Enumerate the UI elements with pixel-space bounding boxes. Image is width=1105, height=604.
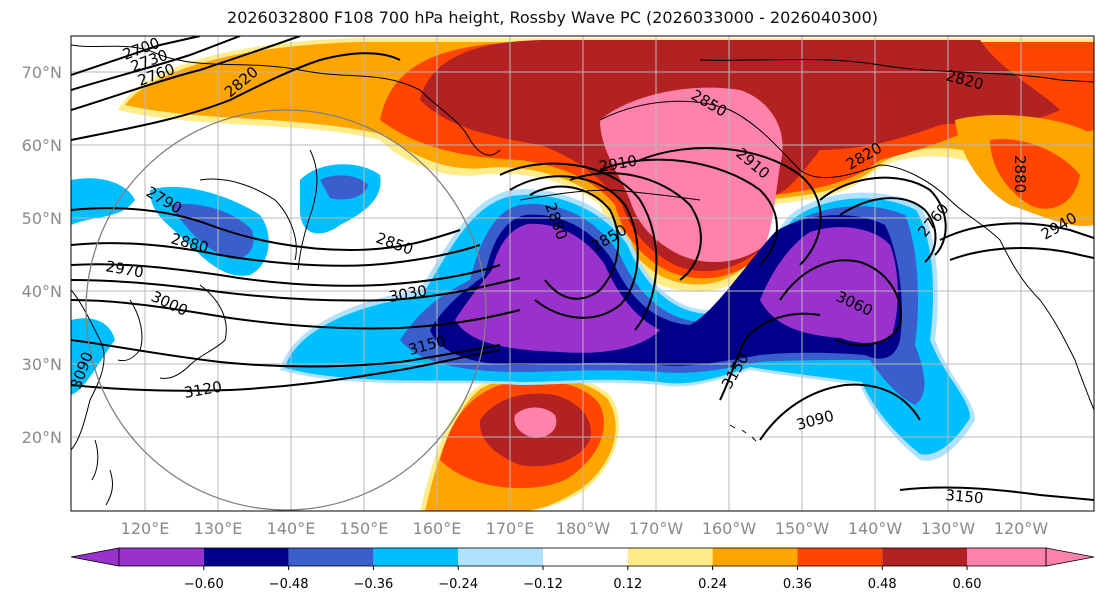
coastline-philippines bbox=[91, 439, 114, 506]
colorbar-segment bbox=[712, 548, 798, 566]
contour-line bbox=[819, 176, 947, 256]
contour-line bbox=[71, 36, 301, 111]
contour-line bbox=[719, 312, 821, 401]
colorbar-tick-label: 0.24 bbox=[698, 577, 727, 592]
coastline-kamchatka bbox=[297, 149, 318, 271]
contour-line bbox=[71, 299, 521, 330]
lon-tick-label: 140°E bbox=[267, 519, 316, 538]
colorbar-frame bbox=[118, 547, 1047, 567]
coastline-hawaii bbox=[729, 424, 757, 442]
lat-tick-label: 20°N bbox=[22, 428, 62, 447]
lat-tick-label: 50°N bbox=[22, 209, 62, 228]
anomaly-negative-japan-sky bbox=[71, 318, 115, 395]
lat-tick-label: 40°N bbox=[22, 282, 62, 301]
contour-line bbox=[71, 242, 481, 267]
anomaly-positive-east-orangered bbox=[990, 139, 1080, 209]
contour-line bbox=[639, 147, 822, 266]
contour-line bbox=[71, 52, 401, 141]
contour-line bbox=[509, 175, 639, 319]
map-frame bbox=[70, 35, 1095, 512]
lon-tick-label: 130°W bbox=[921, 519, 976, 538]
contour-line bbox=[899, 486, 1094, 501]
colorbar-tick-label: 0.48 bbox=[868, 577, 897, 592]
colorbar: −0.60 −0.48 −0.36 −0.24 −0.12 0.12 0.24 … bbox=[70, 547, 1095, 592]
anomaly-negative-kamchatka-royal bbox=[320, 175, 368, 200]
colorbar-tick-label: −0.48 bbox=[269, 577, 309, 592]
longitude-ticks: 120°E 130°E 140°E 150°E 160°E 170°E 180°… bbox=[121, 519, 1049, 538]
coastline-japan bbox=[159, 284, 227, 379]
lon-tick-label: 120°E bbox=[121, 519, 170, 538]
colorbar-segment bbox=[967, 548, 1046, 566]
contour-label: 3150 bbox=[945, 486, 985, 507]
coastline-siberia bbox=[71, 44, 501, 156]
lon-tick-label: 120°W bbox=[994, 519, 1049, 538]
coastline-arctic-north bbox=[699, 58, 1094, 83]
contour-line bbox=[71, 339, 501, 368]
lat-tick-label: 30°N bbox=[22, 355, 62, 374]
lon-tick-label: 170°E bbox=[486, 519, 535, 538]
colorbar-segment bbox=[458, 548, 543, 566]
colorbar-tick-label: −0.24 bbox=[438, 577, 478, 592]
lon-tick-label: 160°W bbox=[702, 519, 757, 538]
contour-line bbox=[529, 185, 620, 300]
contour-line bbox=[759, 383, 921, 441]
lon-tick-label: 150°W bbox=[775, 519, 830, 538]
coastline-alaska bbox=[599, 100, 1001, 241]
map-title: 2026032800 F108 700 hPa height, Rossby W… bbox=[227, 8, 878, 27]
coastline-okhotsk bbox=[199, 178, 297, 261]
contour-line bbox=[71, 207, 461, 252]
colorbar-tick-label: −0.36 bbox=[353, 577, 393, 592]
lon-tick-label: 140°W bbox=[848, 519, 903, 538]
contour-line bbox=[71, 277, 521, 302]
colorbar-segment bbox=[203, 548, 289, 566]
contour-label: 2880 bbox=[1011, 155, 1029, 193]
colorbar-tick-label: 0.36 bbox=[783, 577, 812, 592]
map-gridlines bbox=[71, 36, 1094, 511]
colorbar-tick-label: 0.60 bbox=[953, 577, 982, 592]
colorbar-segment bbox=[543, 548, 628, 566]
contour-line bbox=[71, 36, 201, 76]
colorbar-tick-label: 0.12 bbox=[613, 577, 642, 592]
shading-layer bbox=[71, 38, 1094, 511]
height-contours bbox=[71, 36, 1094, 501]
contour-line bbox=[71, 263, 501, 287]
colorbar-tickmarks bbox=[203, 566, 968, 570]
colorbar-segment bbox=[882, 548, 967, 566]
colorbar-tick-label: −0.60 bbox=[184, 577, 224, 592]
lon-tick-label: 160°E bbox=[413, 519, 462, 538]
contour-line bbox=[599, 158, 778, 266]
colorbar-segment bbox=[119, 548, 204, 566]
contour-line bbox=[839, 197, 937, 263]
contour-line bbox=[71, 36, 241, 91]
lon-tick-label: 150°E bbox=[340, 519, 389, 538]
contour-line bbox=[71, 349, 501, 392]
latitude-ticks: 70°N 60°N 50°N 40°N 30°N 20°N bbox=[22, 63, 62, 447]
anomaly-positive-south-pink bbox=[514, 407, 557, 438]
contour-line bbox=[939, 222, 1094, 241]
colorbar-extend-right bbox=[1045, 547, 1095, 567]
contour-line bbox=[569, 172, 702, 281]
lon-tick-label: 180°W bbox=[556, 519, 611, 538]
colorbar-segment bbox=[627, 548, 713, 566]
anomaly-negative-west-sky bbox=[71, 178, 135, 225]
colorbar-segment bbox=[797, 548, 883, 566]
anomaly-negative-central-purple-west bbox=[455, 223, 660, 353]
contour-line bbox=[949, 247, 1094, 261]
colorbar-extend-left bbox=[70, 547, 120, 567]
contour-line bbox=[499, 162, 658, 331]
lon-tick-label: 170°W bbox=[629, 519, 684, 538]
colorbar-tick-label: −0.12 bbox=[523, 577, 563, 592]
colorbar-segment bbox=[373, 548, 459, 566]
lon-tick-label: 130°E bbox=[194, 519, 243, 538]
colorbar-segment bbox=[288, 548, 374, 566]
lat-tick-label: 70°N bbox=[22, 63, 62, 82]
lat-tick-label: 60°N bbox=[22, 136, 62, 155]
reference-circle bbox=[85, 109, 487, 511]
contour-line bbox=[779, 259, 902, 346]
coastline-canada-west bbox=[999, 239, 1094, 411]
